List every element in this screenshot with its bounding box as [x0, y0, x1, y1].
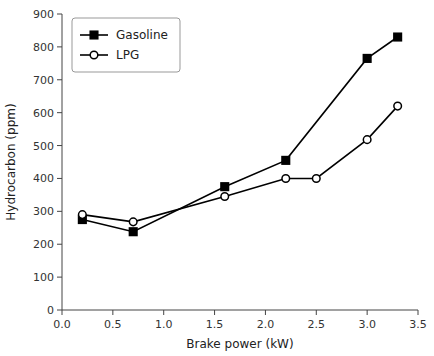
y-tick — [57, 244, 62, 245]
y-tick — [57, 46, 62, 47]
legend-marker — [90, 31, 98, 39]
marker — [394, 102, 402, 110]
x-tick-label: 1.5 — [206, 318, 224, 331]
marker — [363, 55, 371, 63]
marker — [312, 175, 320, 183]
y-axis-label: Hydrocarbon (ppm) — [4, 103, 18, 220]
x-tick — [316, 310, 317, 315]
marker — [79, 211, 87, 219]
x-tick-label: 3.0 — [358, 318, 376, 331]
series — [79, 102, 402, 225]
legend-label: LPG — [116, 48, 139, 62]
axes: 0.0 0.5 1.0 1.5 2.0 2.5 3.0 3.5 0 100 200 300 400 500… — [33, 8, 427, 331]
y-tick — [57, 14, 62, 15]
x-tick — [163, 310, 164, 315]
y-tick-label: 900 — [33, 8, 54, 21]
x-tick — [367, 310, 368, 315]
x-tick-label: 3.5 — [409, 318, 427, 331]
y-tick — [57, 277, 62, 278]
y-tick — [57, 178, 62, 179]
chart: 0.0 0.5 1.0 1.5 2.0 2.5 3.0 3.5 0 100 200 300 400 500… — [0, 0, 434, 356]
marker — [129, 228, 137, 236]
x-tick-label: 0.5 — [104, 318, 122, 331]
y-tick — [57, 211, 62, 212]
marker — [282, 157, 290, 165]
y-axis-line — [62, 14, 63, 310]
x-tick — [62, 310, 63, 315]
y-tick — [57, 112, 62, 113]
y-tick-label: 700 — [33, 74, 54, 87]
x-axis-line — [62, 310, 418, 311]
marker — [394, 33, 402, 41]
x-tick — [265, 310, 266, 315]
legend-box — [72, 18, 180, 72]
x-axis-label: Brake power (kW) — [186, 337, 293, 351]
marker — [282, 175, 290, 183]
marker — [221, 183, 229, 191]
x-tick-label: 0.0 — [53, 318, 71, 331]
y-tick-label: 300 — [33, 205, 54, 218]
y-tick — [57, 145, 62, 146]
marker — [221, 193, 229, 201]
legend: Gasoline LPG — [72, 18, 180, 72]
y-tick — [57, 79, 62, 80]
x-tick-label: 2.5 — [308, 318, 326, 331]
legend-marker — [90, 51, 98, 59]
x-tick — [418, 310, 419, 315]
x-tick — [112, 310, 113, 315]
line — [82, 106, 397, 222]
y-tick-label: 400 — [33, 172, 54, 185]
y-tick — [57, 310, 62, 311]
y-tick-label: 100 — [33, 271, 54, 284]
y-tick-label: 500 — [33, 140, 54, 153]
y-tick-label: 200 — [33, 238, 54, 251]
x-tick-label: 2.0 — [257, 318, 275, 331]
x-tick-label: 1.0 — [155, 318, 173, 331]
marker — [363, 136, 371, 144]
marker — [129, 218, 137, 226]
x-tick — [214, 310, 215, 315]
y-tick-label: 0 — [47, 304, 54, 317]
legend-label: Gasoline — [116, 28, 168, 42]
y-tick-label: 800 — [33, 41, 54, 54]
y-tick-label: 600 — [33, 107, 54, 120]
